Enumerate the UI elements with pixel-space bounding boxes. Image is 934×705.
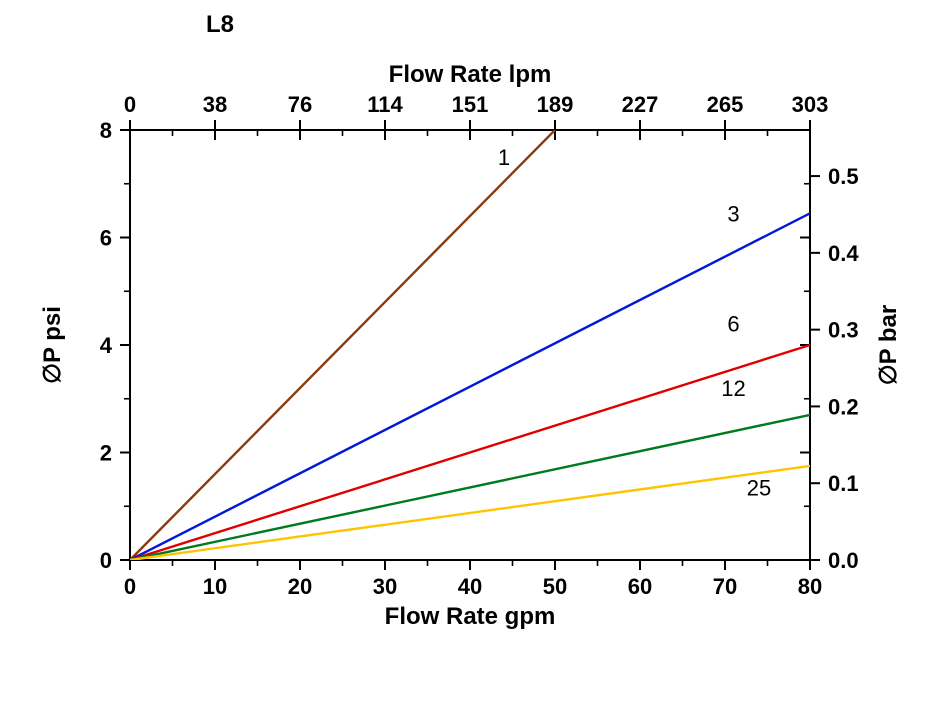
x-top-tick-label: 38 bbox=[203, 92, 227, 117]
y-right-tick-label: 0.4 bbox=[828, 241, 859, 266]
x-top-tick-label: 0 bbox=[124, 92, 136, 117]
x-top-tick-label: 189 bbox=[537, 92, 574, 117]
x-top-tick-label: 303 bbox=[792, 92, 829, 117]
x-bottom-tick-label: 50 bbox=[543, 574, 567, 599]
x-top-tick-label: 151 bbox=[452, 92, 489, 117]
y-right-label: ∅P bar bbox=[875, 305, 902, 386]
x-bottom-tick-label: 0 bbox=[124, 574, 136, 599]
y-left-label: ∅P psi bbox=[39, 306, 66, 384]
x-bottom-tick-label: 70 bbox=[713, 574, 737, 599]
chart-container: L801020304050607080Flow Rate gpm03876114… bbox=[0, 0, 934, 700]
y-right-tick-label: 0.0 bbox=[828, 548, 859, 573]
x-bottom-tick-label: 60 bbox=[628, 574, 652, 599]
x-top-label: Flow Rate lpm bbox=[389, 61, 552, 88]
y-right-tick-label: 0.5 bbox=[828, 164, 859, 189]
x-top-tick-label: 227 bbox=[622, 92, 659, 117]
x-top-tick-label: 76 bbox=[288, 92, 312, 117]
y-left-tick-label: 0 bbox=[100, 548, 112, 573]
x-top-tick-label: 265 bbox=[707, 92, 744, 117]
series-label: 1 bbox=[498, 145, 510, 170]
series-label: 12 bbox=[721, 376, 745, 401]
y-right-tick-label: 0.3 bbox=[828, 318, 859, 343]
pressure-flow-chart: L801020304050607080Flow Rate gpm03876114… bbox=[0, 0, 934, 700]
x-top-tick-label: 114 bbox=[367, 92, 403, 117]
y-left-tick-label: 6 bbox=[100, 226, 112, 251]
y-right-tick-label: 0.2 bbox=[828, 394, 859, 419]
y-left-tick-label: 8 bbox=[100, 118, 112, 143]
x-bottom-tick-label: 20 bbox=[288, 574, 312, 599]
y-right-tick-label: 0.1 bbox=[828, 471, 859, 496]
y-left-tick-label: 4 bbox=[100, 333, 113, 358]
chart-title: L8 bbox=[206, 11, 234, 38]
series-label: 3 bbox=[727, 201, 739, 226]
x-bottom-tick-label: 30 bbox=[373, 574, 397, 599]
x-bottom-tick-label: 40 bbox=[458, 574, 482, 599]
x-bottom-label: Flow Rate gpm bbox=[385, 603, 556, 630]
x-bottom-tick-label: 10 bbox=[203, 574, 227, 599]
series-label: 6 bbox=[727, 312, 739, 337]
y-left-tick-label: 2 bbox=[100, 441, 112, 466]
x-bottom-tick-label: 80 bbox=[798, 574, 822, 599]
series-label: 25 bbox=[747, 476, 771, 501]
